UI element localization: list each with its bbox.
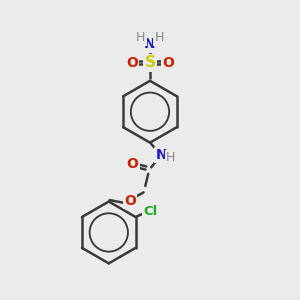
Text: O: O bbox=[162, 56, 174, 70]
Text: O: O bbox=[124, 194, 136, 208]
Text: S: S bbox=[145, 55, 155, 70]
Text: H: H bbox=[136, 31, 145, 44]
Text: H: H bbox=[155, 31, 164, 44]
Text: N: N bbox=[144, 37, 156, 51]
Text: H: H bbox=[166, 151, 175, 164]
Text: Cl: Cl bbox=[144, 205, 158, 218]
Text: O: O bbox=[127, 158, 139, 171]
Text: O: O bbox=[126, 56, 138, 70]
Text: N: N bbox=[155, 148, 167, 162]
